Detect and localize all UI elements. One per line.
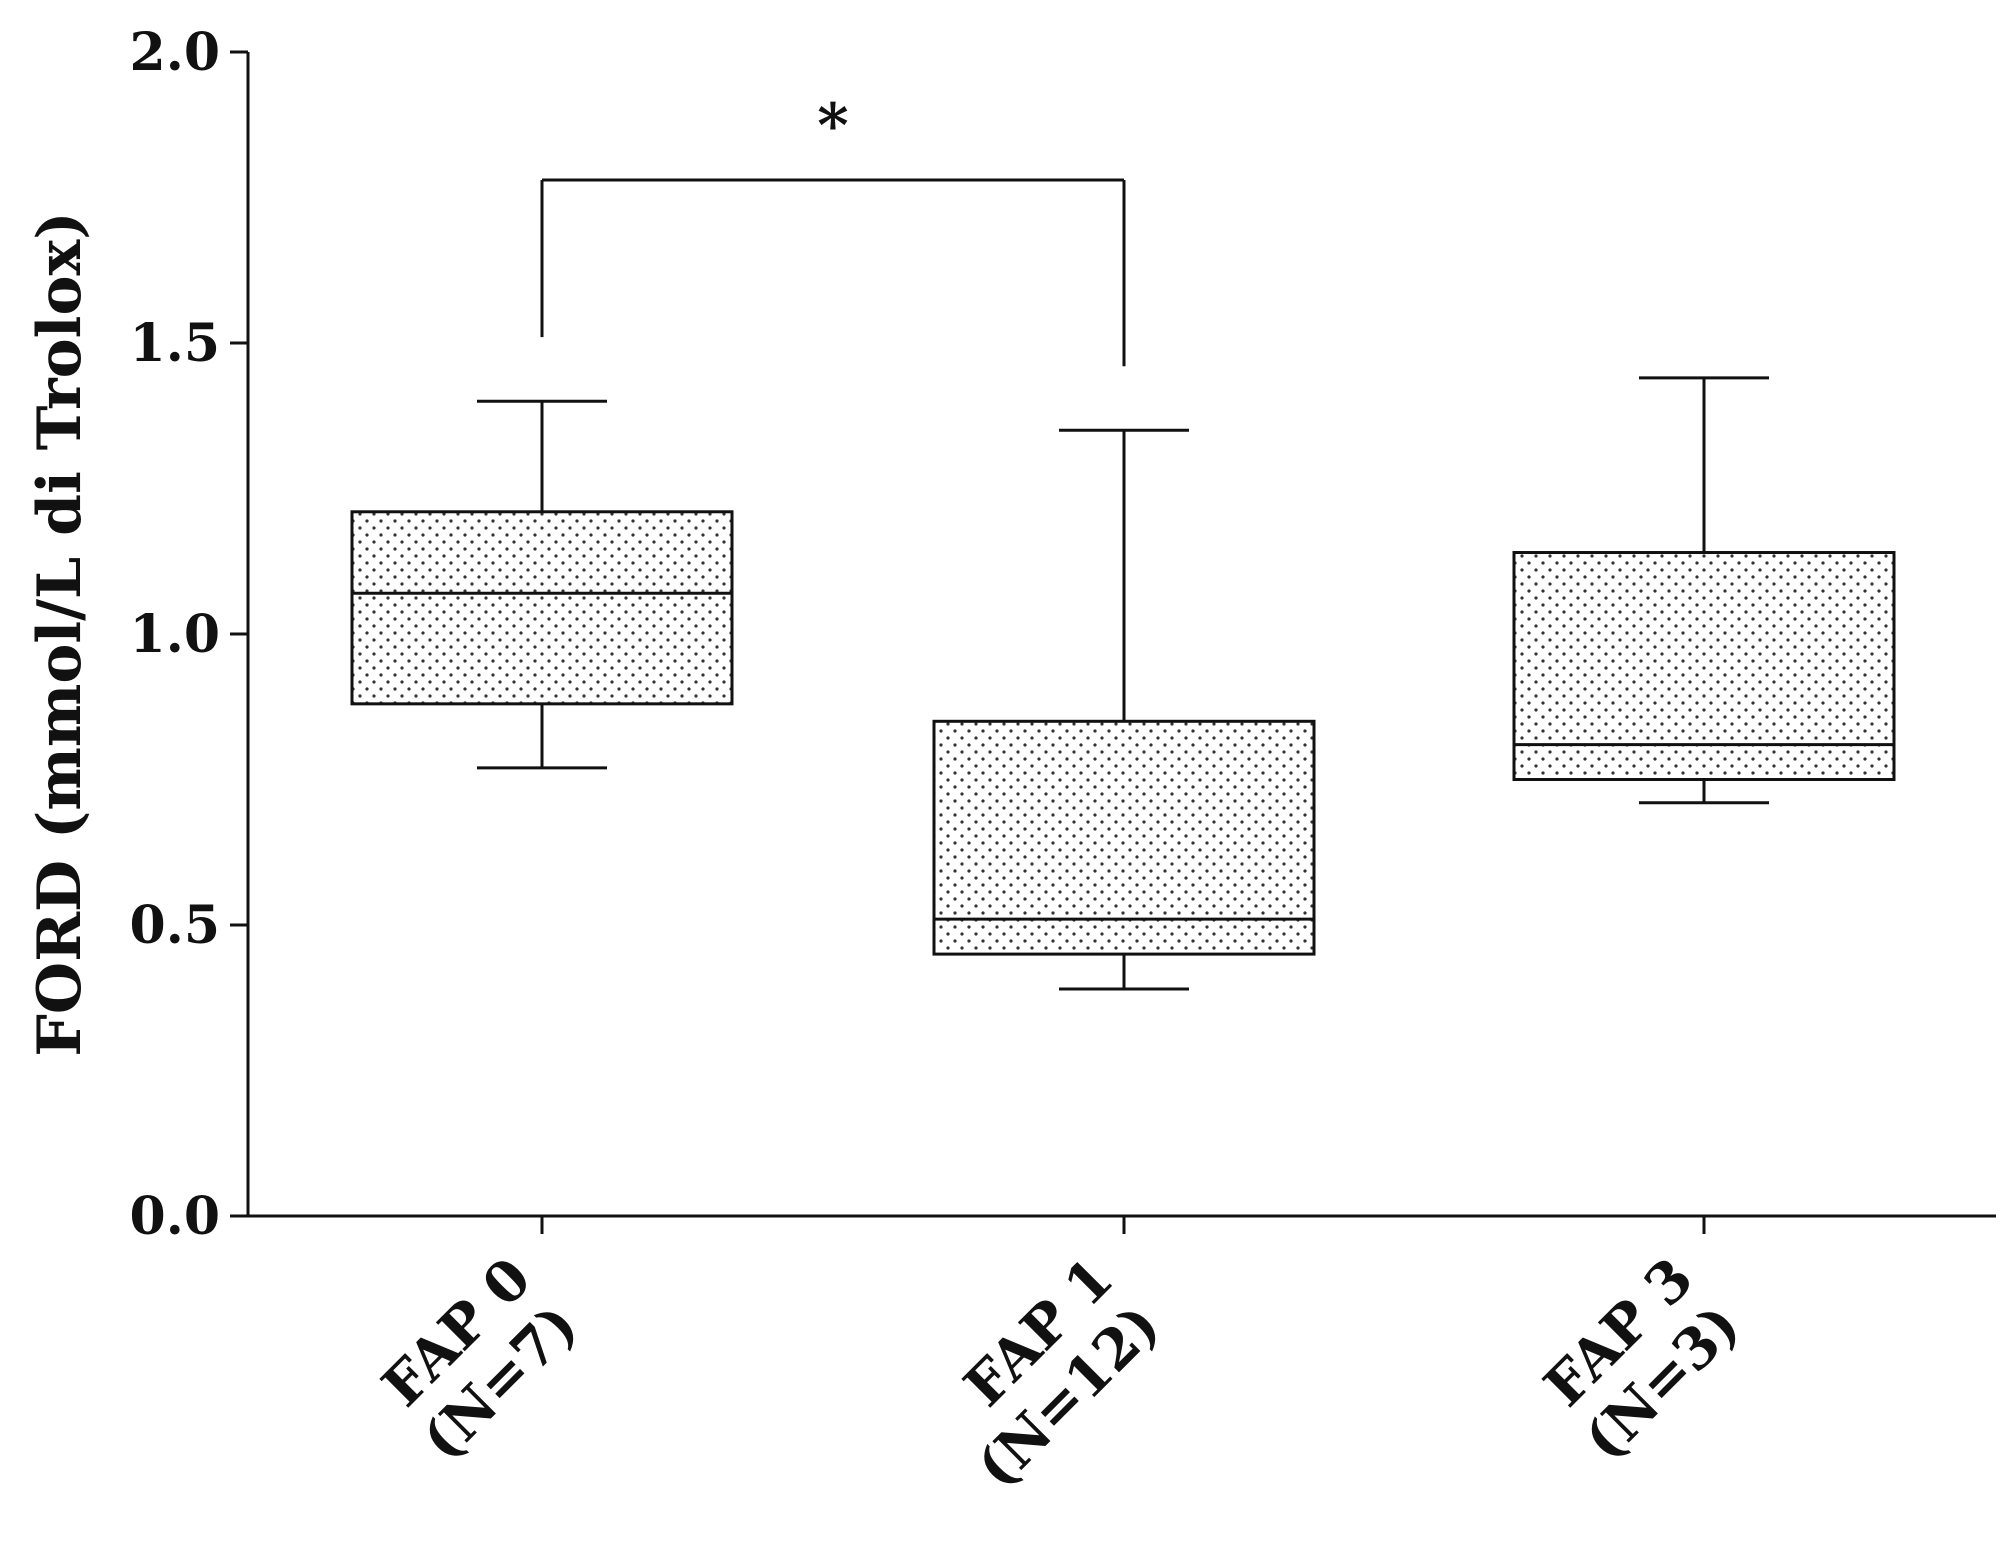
boxes-group	[350, 376, 1896, 991]
box-rect	[932, 719, 1316, 956]
x-category-label: FAP 0(N=7)	[363, 1245, 591, 1473]
box-group	[350, 399, 734, 770]
box-rect	[1512, 551, 1896, 782]
annotations-group: *	[540, 91, 1126, 367]
x-category-label: FAP 3(N=3)	[1525, 1245, 1753, 1473]
y-axis-title: FORD (mmol/L di Trolox)	[25, 211, 95, 1056]
significance-star-label: *	[817, 91, 848, 161]
y-tick-label: 1.5	[130, 313, 220, 374]
y-tick-label: 2.0	[130, 22, 220, 83]
x-axis: FAP 0(N=7) FAP 1(N=12) FAP 3(N=3)	[363, 1216, 1753, 1501]
y-tick-label: 0.5	[130, 895, 220, 956]
y-tick-label: 0.0	[130, 1186, 220, 1247]
x-category-label: FAP 1(N=12)	[917, 1245, 1172, 1500]
y-tick-label: 1.0	[130, 604, 220, 665]
box-group	[1512, 376, 1896, 805]
significance-annotation: *	[540, 91, 1126, 367]
box-rect	[350, 510, 734, 706]
box-group	[932, 428, 1316, 991]
y-axis: 0.0 0.5 1.0 1.5 2.0	[130, 22, 248, 1247]
